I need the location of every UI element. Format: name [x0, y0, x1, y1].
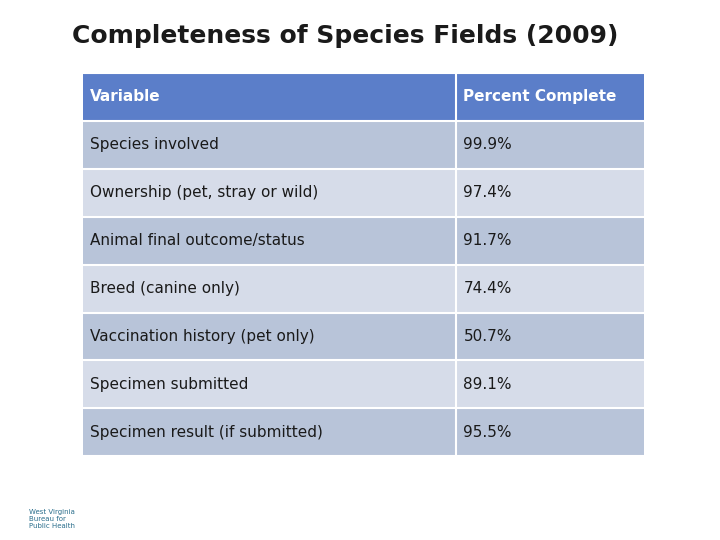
Text: 50.7%: 50.7% [464, 329, 512, 344]
Text: 95.5%: 95.5% [464, 425, 512, 440]
Text: Specimen submitted: Specimen submitted [90, 377, 248, 392]
Text: Breed (canine only): Breed (canine only) [90, 281, 240, 296]
Text: Percent Complete: Percent Complete [464, 89, 617, 104]
Text: West Virginia
Bureau for
Public Health: West Virginia Bureau for Public Health [29, 509, 75, 529]
Text: Completeness of Species Fields (2009): Completeness of Species Fields (2009) [72, 24, 618, 48]
Text: 74.4%: 74.4% [464, 281, 512, 296]
Text: 89.1%: 89.1% [464, 377, 512, 392]
Text: Animal final outcome/status: Animal final outcome/status [90, 233, 305, 248]
Text: Species involved: Species involved [90, 137, 219, 152]
Text: Vaccination history (pet only): Vaccination history (pet only) [90, 329, 315, 344]
Text: Specimen result (if submitted): Specimen result (if submitted) [90, 425, 323, 440]
Text: Ownership (pet, stray or wild): Ownership (pet, stray or wild) [90, 185, 318, 200]
Text: 97.4%: 97.4% [464, 185, 512, 200]
Text: Variable: Variable [90, 89, 161, 104]
Text: 99.9%: 99.9% [464, 137, 512, 152]
Text: 91.7%: 91.7% [464, 233, 512, 248]
